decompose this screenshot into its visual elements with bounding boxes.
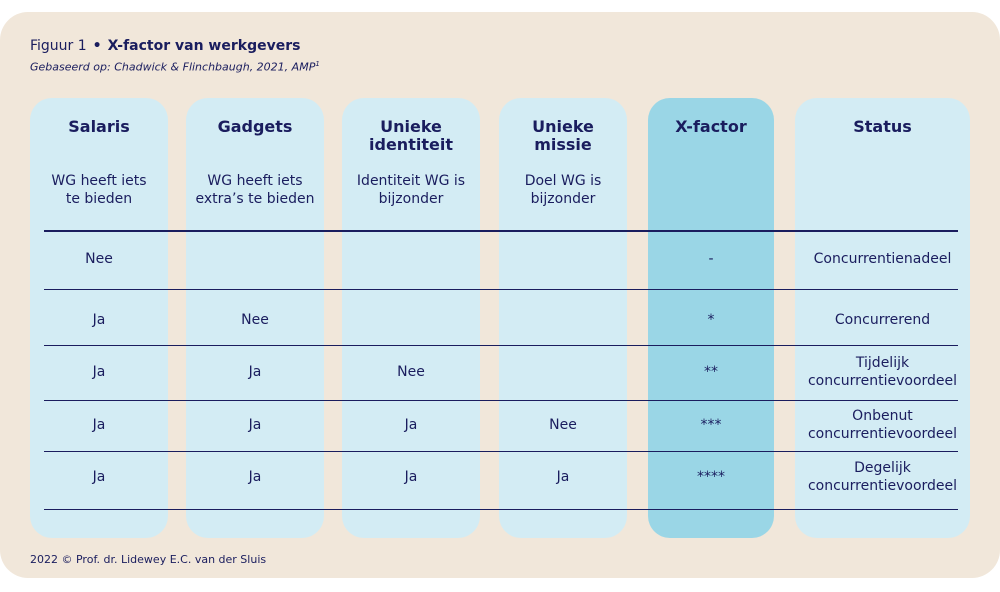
column-header: Unieke missie bbox=[532, 117, 594, 154]
figure-name: X-factor van werkgevers bbox=[107, 38, 301, 54]
table-cell: Degelijk concurrentievoordeel bbox=[807, 460, 958, 494]
table-cell: Onbenut concurrentievoordeel bbox=[807, 408, 958, 442]
table-cell: Ja bbox=[92, 312, 106, 328]
column-header: Gadgets bbox=[217, 117, 293, 136]
row-divider bbox=[44, 509, 958, 510]
column-header: X-factor bbox=[675, 117, 747, 136]
row-divider bbox=[44, 451, 958, 452]
table-cell: Ja bbox=[92, 417, 106, 433]
row-divider bbox=[44, 289, 958, 290]
table-cell: Ja bbox=[248, 364, 262, 380]
subtitle-text: Gebaseerd op: Chadwick & Flinchbaugh, 20… bbox=[30, 60, 316, 74]
table-cell: Nee bbox=[241, 312, 269, 328]
title-bullet: • bbox=[92, 38, 102, 54]
column-4: X-factor bbox=[648, 98, 774, 538]
column-0: Salaris WG heeft iets te bieden bbox=[30, 98, 168, 538]
table-cell: * bbox=[707, 312, 715, 328]
table-cell: ** bbox=[704, 364, 718, 380]
column-description: WG heeft iets extra’s te bieden bbox=[195, 173, 315, 207]
row-divider bbox=[44, 400, 958, 401]
table-cell: Nee bbox=[397, 364, 425, 380]
table-cell: Ja bbox=[556, 469, 570, 485]
column-5: Status bbox=[795, 98, 970, 538]
figure-label: Figuur 1 bbox=[30, 38, 87, 54]
column-description: Doel WG is bijzonder bbox=[524, 173, 602, 207]
table-cell: Ja bbox=[248, 469, 262, 485]
table-cell: - bbox=[708, 251, 714, 267]
column-1: Gadgets WG heeft iets extra’s te bieden bbox=[186, 98, 324, 538]
column-description: WG heeft iets te bieden bbox=[51, 173, 147, 207]
table-cell: Concurrentienadeel bbox=[813, 251, 952, 267]
table-cell: Ja bbox=[404, 417, 418, 433]
column-header: Unieke identiteit bbox=[369, 117, 453, 154]
table-cell: **** bbox=[697, 469, 725, 485]
table-cell: Nee bbox=[85, 251, 113, 267]
table-cell: Nee bbox=[549, 417, 577, 433]
subtitle-footnote: 1 bbox=[315, 60, 320, 68]
column-2: Unieke identiteit Identiteit WG is bijzon… bbox=[342, 98, 480, 538]
column-description: Identiteit WG is bijzonder bbox=[356, 173, 466, 207]
table-cell: *** bbox=[700, 417, 722, 433]
table-cell: Ja bbox=[92, 364, 106, 380]
table-cell: Tijdelijk concurrentievoordeel bbox=[807, 355, 958, 389]
row-divider bbox=[44, 230, 958, 232]
row-divider bbox=[44, 345, 958, 346]
column-header: Salaris bbox=[68, 117, 130, 136]
table-cell: Ja bbox=[404, 469, 418, 485]
figure-title: Figuur 1 • X-factor van werkgevers bbox=[30, 38, 300, 54]
column-header: Status bbox=[853, 117, 912, 136]
figure-subtitle: Gebaseerd op: Chadwick & Flinchbaugh, 20… bbox=[30, 60, 320, 74]
table-cell: Concurrerend bbox=[834, 312, 931, 328]
column-3: Unieke missie Doel WG is bijzonder bbox=[499, 98, 627, 538]
table-cell: Ja bbox=[92, 469, 106, 485]
copyright-footer: 2022 © Prof. dr. Lidewey E.C. van der Sl… bbox=[30, 553, 267, 566]
table-cell: Ja bbox=[248, 417, 262, 433]
